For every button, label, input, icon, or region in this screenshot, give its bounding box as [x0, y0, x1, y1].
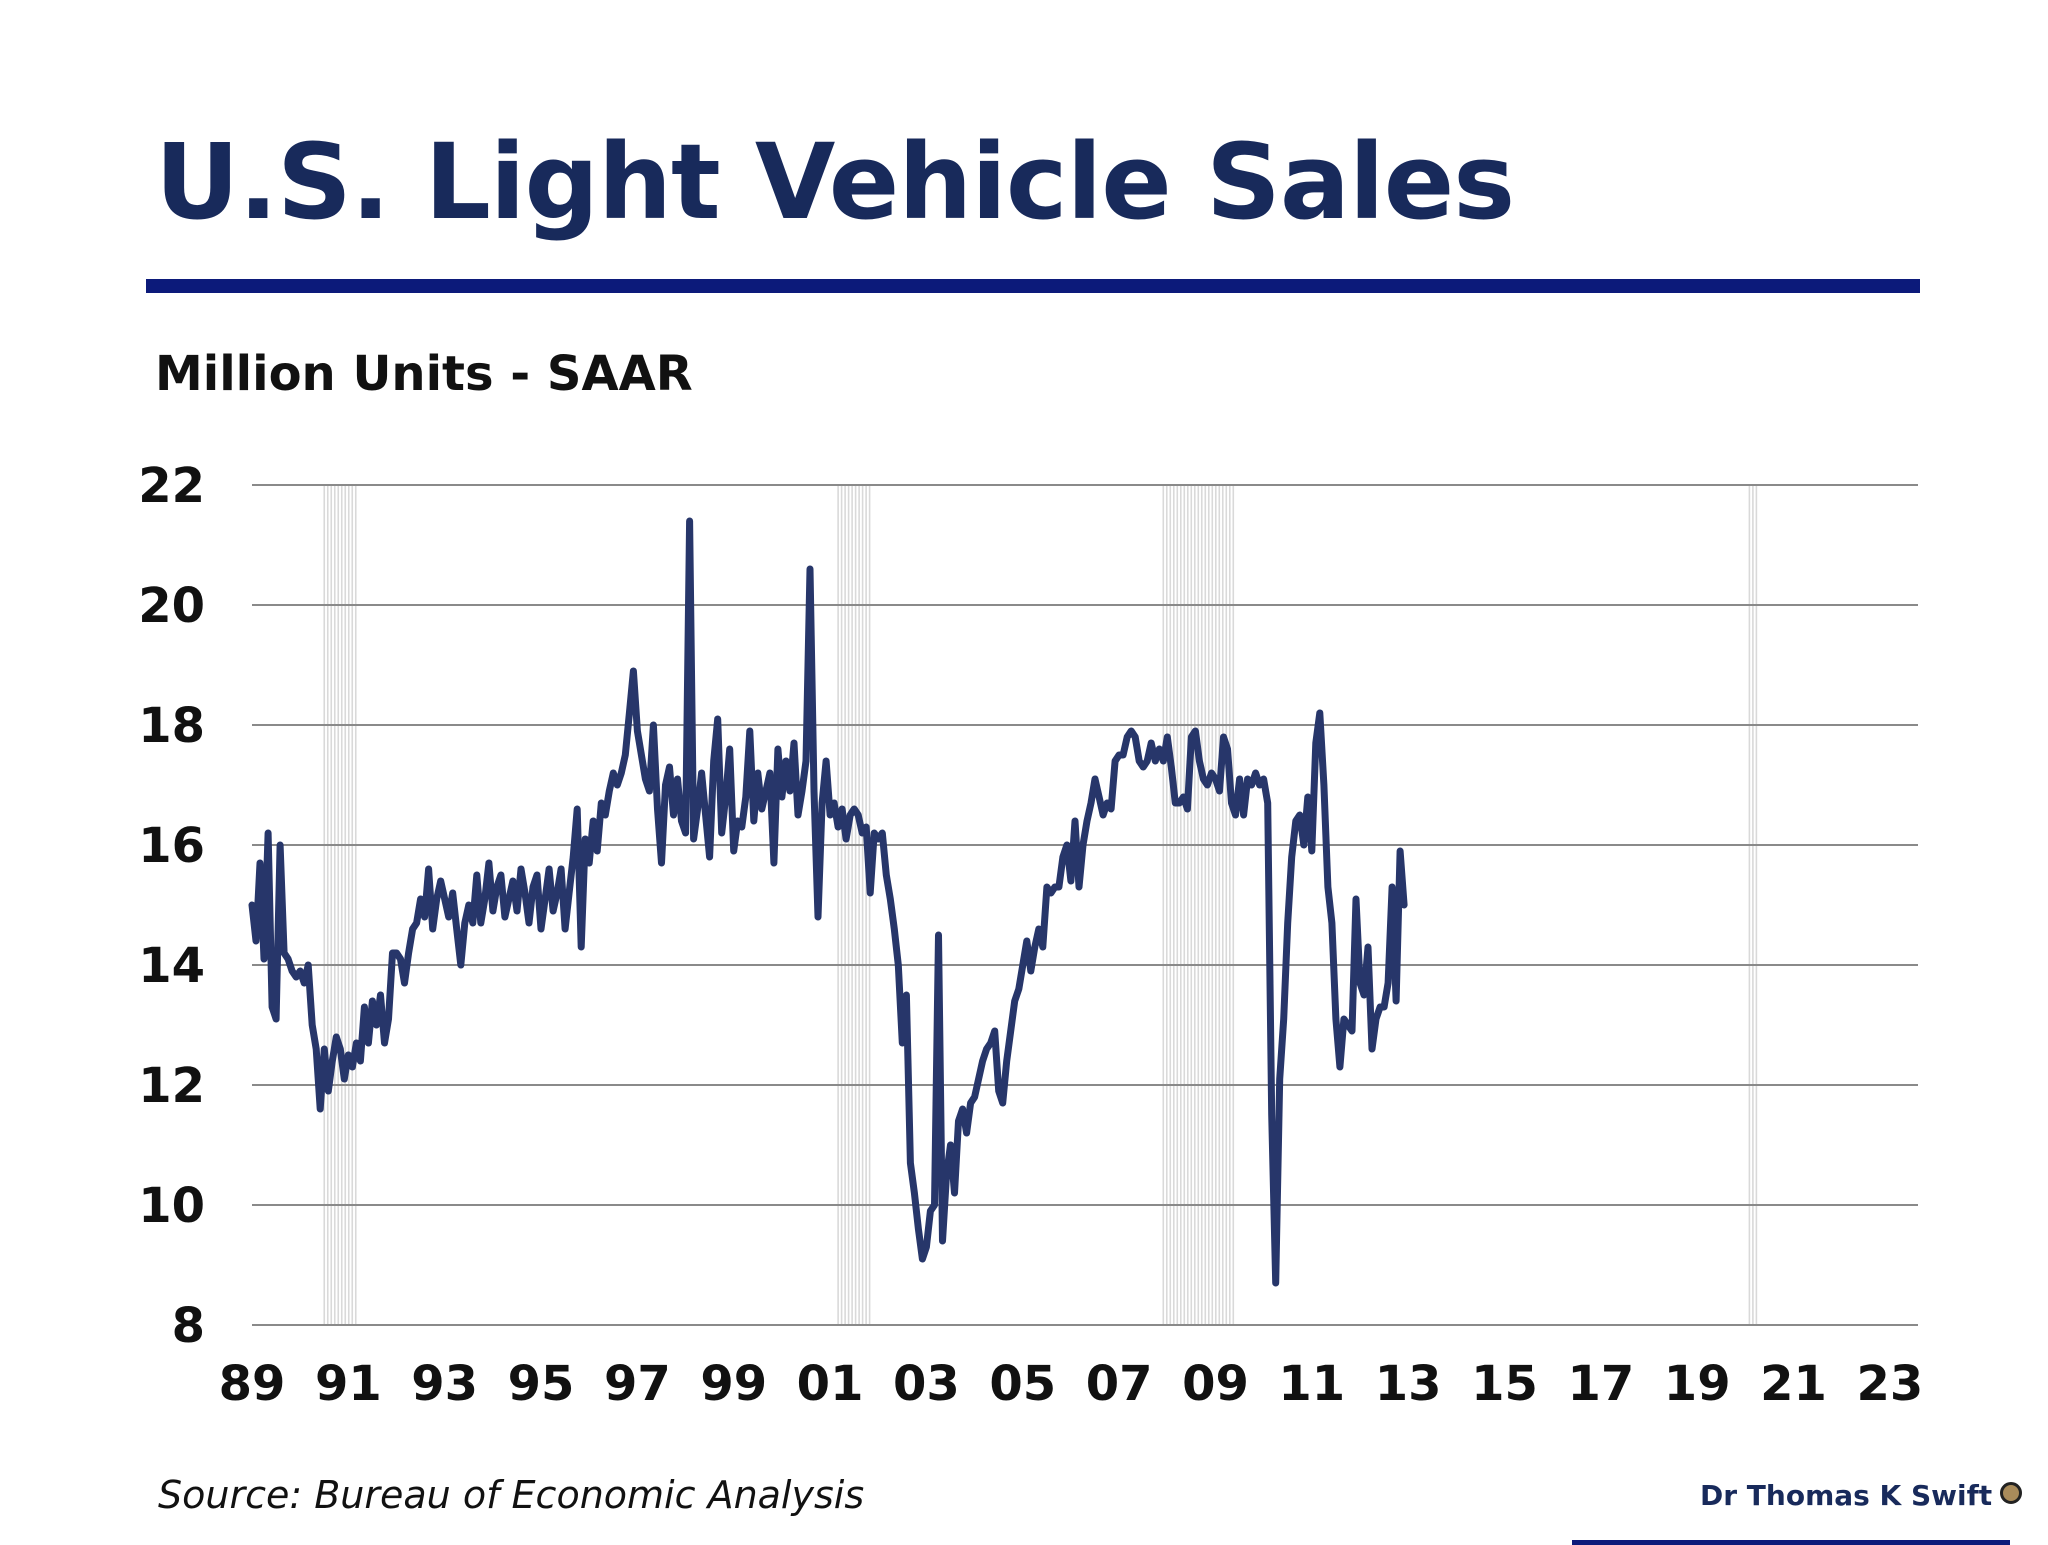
y-tick-label: 14 — [138, 938, 205, 994]
x-tick-label: 23 — [1857, 1356, 1924, 1412]
recession-band — [323, 485, 357, 1325]
y-tick-label: 8 — [172, 1298, 205, 1354]
x-tick-label: 21 — [1760, 1356, 1827, 1412]
y-tick-label: 10 — [138, 1178, 205, 1234]
author-underline — [1572, 1540, 2010, 1545]
series-line — [248, 517, 1408, 1287]
x-tick-labels-group: 89 91 93 95 97 99 01 03 05 07 09 11 13 15 17 19 21 23 — [219, 1356, 1924, 1412]
x-tick-label: 17 — [1567, 1356, 1634, 1412]
author-credit: Dr Thomas K Swift — [1700, 1479, 2023, 1512]
x-tick-label: 95 — [508, 1356, 575, 1412]
x-tick-label: 09 — [1182, 1356, 1249, 1412]
author-logo-dot — [2000, 1482, 2023, 1504]
x-tick-label: 89 — [219, 1356, 286, 1412]
x-tick-label: 15 — [1471, 1356, 1538, 1412]
title-underline — [146, 279, 1920, 293]
x-tick-label: 07 — [1086, 1356, 1153, 1412]
recession-band — [1748, 485, 1758, 1325]
x-tick-label: 19 — [1664, 1356, 1731, 1412]
x-tick-label: 99 — [700, 1356, 767, 1412]
x-tick-label: 05 — [989, 1356, 1056, 1412]
x-tick-label: 97 — [604, 1356, 671, 1412]
recession-shading-group — [323, 485, 1758, 1325]
x-tick-label: 11 — [1278, 1356, 1345, 1412]
y-tick-label: 18 — [138, 698, 205, 754]
x-tick-label: 01 — [797, 1356, 864, 1412]
y-tick-label: 12 — [138, 1058, 205, 1114]
series-lines-group — [248, 517, 1408, 1287]
x-tick-label: 91 — [315, 1356, 382, 1412]
recession-band — [837, 485, 871, 1325]
chart-title: U.S. Light Vehicle Sales — [155, 121, 1515, 243]
x-tick-label: 93 — [411, 1356, 478, 1412]
y-tick-label: 16 — [138, 818, 205, 874]
recession-band — [1162, 485, 1235, 1325]
source-note: Source: Bureau of Economic Analysis — [158, 1473, 865, 1517]
y-tick-labels-group: 8 10 12 14 16 18 20 22 — [138, 458, 205, 1354]
x-tick-label: 03 — [893, 1356, 960, 1412]
author-name: Dr Thomas K Swift — [1700, 1479, 1993, 1512]
y-tick-label: 20 — [138, 578, 205, 634]
x-tick-label: 13 — [1375, 1356, 1442, 1412]
y-tick-label: 22 — [138, 458, 205, 514]
y-axis-unit-label: Million Units - SAAR — [155, 346, 693, 402]
